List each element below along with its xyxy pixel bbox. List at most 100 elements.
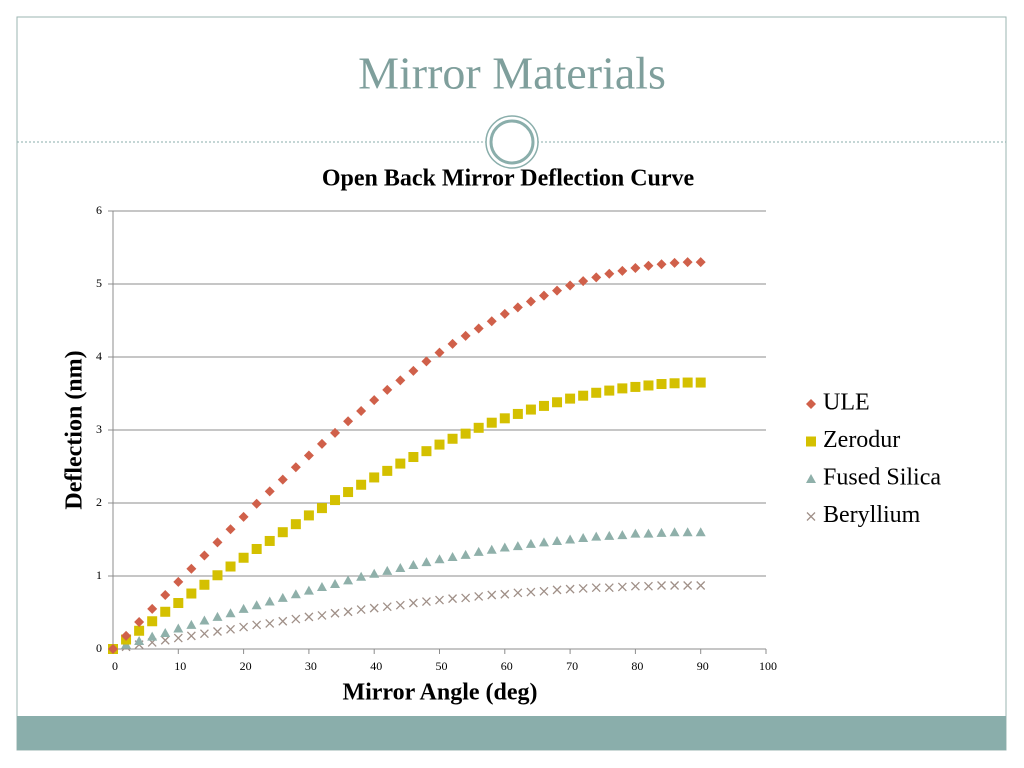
data-point	[538, 400, 549, 411]
data-point	[565, 280, 576, 291]
data-point	[264, 535, 275, 546]
y-axis-label: Deflection (nm)	[62, 350, 88, 509]
x-tick-label: 50	[436, 659, 448, 673]
data-point	[643, 380, 654, 391]
data-point	[147, 616, 158, 627]
data-point	[669, 257, 680, 268]
data-point	[330, 495, 341, 506]
data-point	[460, 330, 471, 341]
data-point	[617, 265, 628, 276]
y-tick-label: 5	[96, 276, 102, 290]
data-point	[486, 417, 497, 428]
data-point	[316, 438, 327, 449]
data-point	[591, 387, 602, 398]
x-tick-label: 90	[697, 659, 709, 673]
data-point	[499, 542, 510, 552]
data-point	[656, 379, 667, 390]
data-point	[525, 404, 536, 415]
legend-marker	[806, 474, 816, 483]
data-point	[487, 590, 497, 600]
data-point	[565, 393, 576, 404]
ornament-inner	[489, 119, 535, 165]
data-point	[630, 581, 640, 591]
data-point	[186, 588, 197, 599]
data-point	[421, 446, 432, 457]
data-point	[147, 603, 158, 614]
data-point	[565, 534, 576, 544]
data-point	[395, 600, 405, 610]
data-point	[617, 530, 628, 540]
x-axis-label: Mirror Angle (deg)	[342, 680, 537, 706]
data-point	[147, 631, 158, 641]
data-point	[473, 546, 484, 556]
data-point	[565, 584, 575, 594]
data-point	[251, 498, 262, 509]
data-point	[421, 557, 432, 567]
data-point	[539, 586, 549, 596]
data-point	[173, 598, 184, 609]
data-point	[290, 462, 301, 473]
data-point	[604, 583, 614, 593]
data-point	[238, 511, 249, 522]
x-tick-label: 10	[174, 659, 186, 673]
data-point	[644, 581, 653, 591]
data-point	[682, 257, 693, 268]
data-point	[512, 541, 523, 551]
data-point	[473, 422, 484, 433]
data-point	[382, 565, 393, 575]
data-point	[291, 614, 301, 624]
data-point	[447, 433, 458, 444]
data-point	[448, 594, 458, 604]
data-point	[695, 527, 706, 537]
data-point	[434, 554, 445, 564]
data-point	[173, 633, 183, 643]
data-point	[303, 510, 314, 521]
data-point	[317, 610, 327, 620]
footer-band	[17, 716, 1006, 750]
data-point	[238, 603, 249, 613]
data-point	[160, 606, 171, 617]
data-point	[604, 385, 615, 396]
data-point	[460, 549, 471, 559]
data-point	[186, 631, 196, 641]
data-point	[356, 571, 367, 581]
legend-marker	[806, 399, 816, 409]
data-point	[395, 562, 406, 572]
data-point	[173, 576, 184, 587]
data-point	[225, 608, 236, 618]
data-point	[199, 615, 210, 625]
data-point	[435, 595, 444, 605]
data-point	[134, 616, 145, 627]
data-point	[408, 598, 418, 608]
data-point	[682, 527, 693, 537]
data-point	[630, 528, 641, 538]
data-point	[251, 543, 262, 554]
data-point	[277, 474, 288, 485]
data-point	[212, 570, 223, 581]
data-point	[526, 587, 536, 597]
data-point	[343, 575, 354, 585]
data-point	[591, 272, 602, 283]
data-point	[591, 583, 601, 593]
data-point	[460, 428, 471, 439]
data-point	[682, 377, 693, 388]
data-point	[538, 290, 549, 301]
data-point	[238, 552, 249, 563]
legend-label: Zerodur	[823, 427, 900, 453]
data-point	[447, 552, 458, 562]
data-point	[500, 589, 510, 599]
data-point	[108, 644, 118, 654]
data-point	[486, 544, 497, 554]
data-point	[538, 537, 549, 547]
data-point	[277, 527, 288, 538]
data-point	[264, 486, 275, 497]
x-tick-label: 0	[112, 659, 118, 673]
x-tick-label: 40	[370, 659, 382, 673]
data-point	[669, 527, 680, 537]
data-point	[578, 390, 589, 401]
data-point	[186, 563, 197, 574]
data-point	[617, 383, 628, 394]
data-point	[225, 524, 236, 535]
data-point	[278, 616, 288, 626]
